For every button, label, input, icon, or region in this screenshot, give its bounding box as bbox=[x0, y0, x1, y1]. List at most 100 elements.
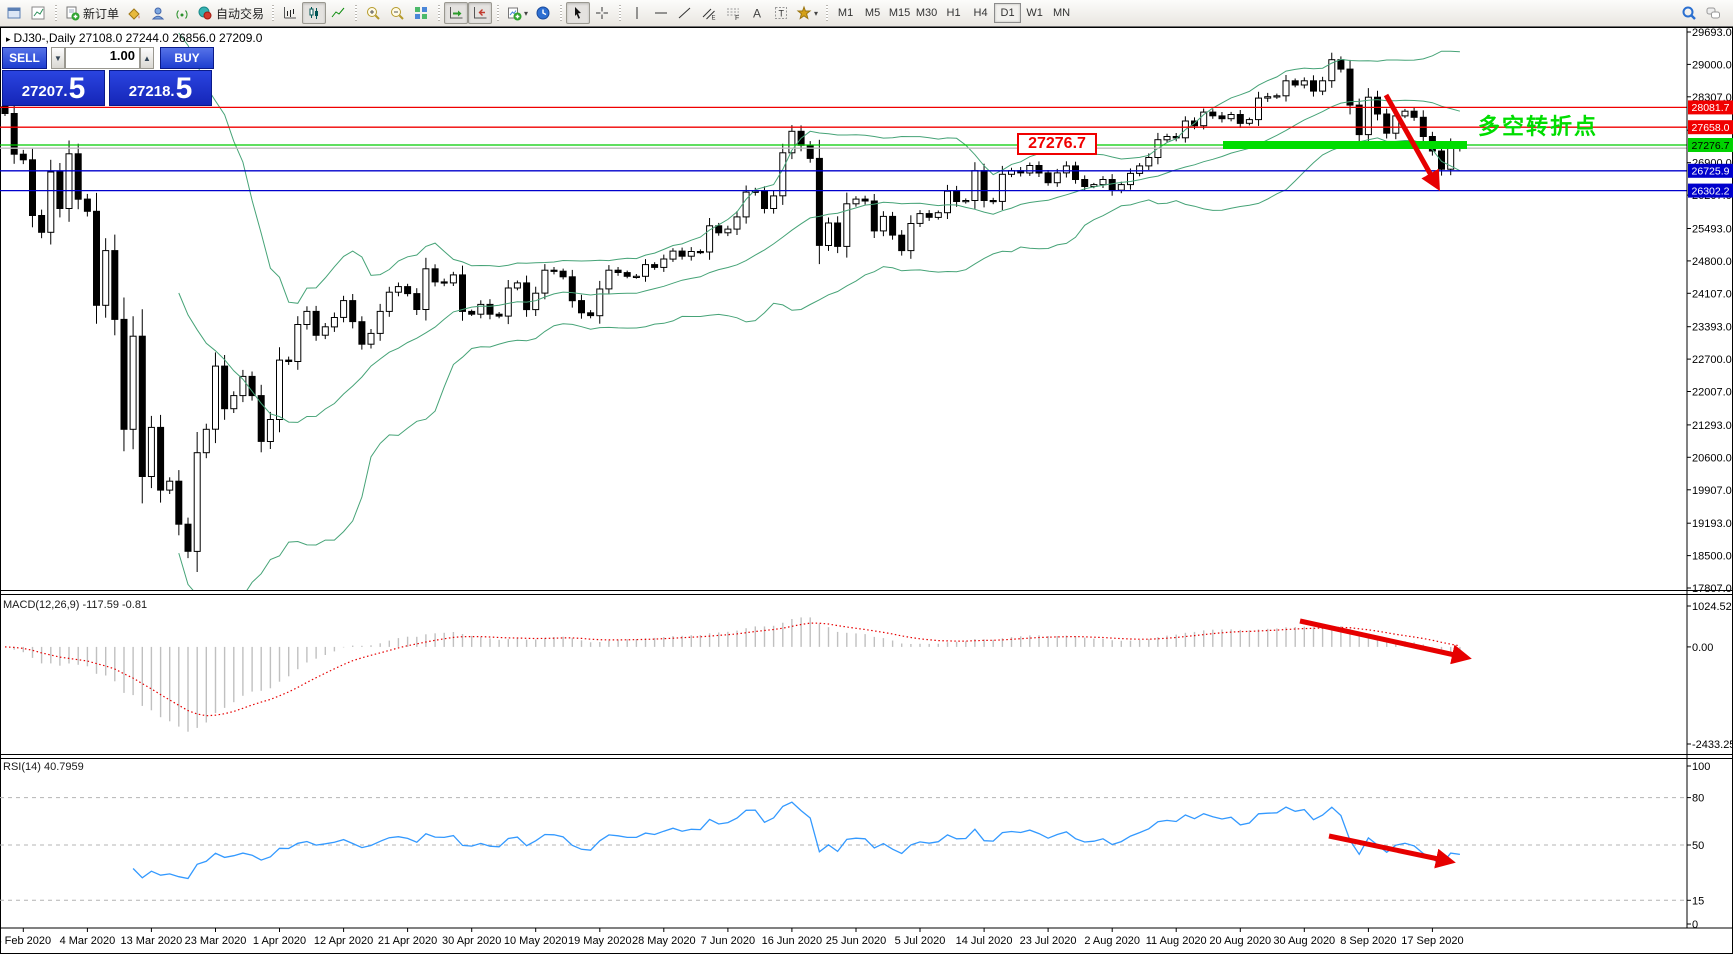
svg-text:26302.2: 26302.2 bbox=[1692, 185, 1730, 197]
timeframe-button-D1[interactable]: D1 bbox=[994, 3, 1022, 23]
text-icon[interactable]: A bbox=[745, 2, 769, 24]
autotrading-button-label: 自动交易 bbox=[216, 6, 265, 21]
cursor-icon[interactable] bbox=[566, 2, 591, 24]
svg-text:13 Mar 2020: 13 Mar 2020 bbox=[121, 935, 183, 947]
svg-text:12 Apr 2020: 12 Apr 2020 bbox=[314, 935, 373, 947]
auto-scroll-icon[interactable] bbox=[444, 2, 469, 24]
svg-text:23 Jul 2020: 23 Jul 2020 bbox=[1020, 935, 1077, 947]
line-chart-icon[interactable] bbox=[326, 2, 350, 24]
horizontal-level-lines bbox=[0, 106, 1687, 192]
text-label-icon[interactable]: T bbox=[769, 2, 793, 24]
rsi-line bbox=[132, 801, 1460, 880]
new-order-button[interactable]: 新订单 bbox=[61, 2, 122, 24]
svg-text:24107.0: 24107.0 bbox=[1692, 288, 1732, 300]
svg-text:7 Jun 2020: 7 Jun 2020 bbox=[701, 935, 755, 947]
svg-text:19 May 2020: 19 May 2020 bbox=[568, 935, 632, 947]
vertical-line-icon[interactable] bbox=[625, 2, 649, 24]
timeframe-button-MN[interactable]: MN bbox=[1053, 7, 1071, 19]
svg-text:23 Mar 2020: 23 Mar 2020 bbox=[185, 935, 247, 947]
svg-text:23393.0: 23393.0 bbox=[1692, 322, 1732, 334]
volume-input[interactable]: 1.00 bbox=[65, 47, 140, 69]
svg-text:27276.7: 27276.7 bbox=[1692, 140, 1730, 152]
candles-group bbox=[1, 52, 1464, 572]
chart-title: ▸ DJ30-,Daily 27108.0 27244.0 26856.0 272… bbox=[6, 31, 262, 45]
collapse-arrow-icon[interactable]: ▸ bbox=[6, 34, 11, 44]
svg-text:F: F bbox=[735, 15, 739, 21]
timeframe-button-W1[interactable]: W1 bbox=[1026, 7, 1043, 19]
chat-icon[interactable] bbox=[1701, 2, 1725, 24]
chart-window-icon[interactable] bbox=[2, 2, 26, 24]
svg-text:T: T bbox=[779, 9, 785, 19]
sell-price-display[interactable]: 27207. 5 bbox=[2, 70, 105, 106]
timeframe-button-M30[interactable]: M30 bbox=[915, 7, 938, 19]
bollinger-upper-line bbox=[178, 32, 1460, 304]
styler-icon[interactable] bbox=[122, 2, 146, 24]
macd-histogram bbox=[13, 617, 1461, 732]
svg-text:80: 80 bbox=[1692, 793, 1704, 805]
svg-text:30 Apr 2020: 30 Apr 2020 bbox=[442, 935, 501, 947]
tick-chart-icon[interactable] bbox=[26, 2, 50, 24]
svg-text:E: E bbox=[712, 16, 716, 22]
volume-decrease-button[interactable]: ▼ bbox=[51, 47, 65, 69]
signals-icon[interactable] bbox=[170, 2, 194, 24]
sell-price-big-digit: 5 bbox=[68, 72, 86, 105]
one-click-trade-panel: SELL ▼ 1.00 ▲ BUY 27207. 5 27218. 5 bbox=[2, 47, 214, 106]
tile-windows-icon[interactable] bbox=[409, 2, 433, 24]
autotrading-button[interactable]: 自动交易 bbox=[194, 2, 267, 24]
toolbar-separator bbox=[351, 3, 361, 23]
svg-text:0: 0 bbox=[1692, 919, 1698, 931]
macd-indicator-label: MACD(12,26,9) -117.59 -0.81 bbox=[3, 599, 148, 611]
trendline-icon[interactable] bbox=[673, 2, 697, 24]
svg-text:8 Sep 2020: 8 Sep 2020 bbox=[1340, 935, 1396, 947]
svg-text:26725.9: 26725.9 bbox=[1692, 166, 1730, 178]
svg-text:1 Apr 2020: 1 Apr 2020 bbox=[253, 935, 306, 947]
bollinger-bands bbox=[178, 32, 1461, 590]
timeframe-button-H4[interactable]: H4 bbox=[973, 7, 988, 19]
price-level-callout[interactable]: 27276.7 bbox=[1017, 133, 1097, 155]
new-chart-icon[interactable]: ▾ bbox=[503, 2, 531, 24]
svg-text:30 Aug 2020: 30 Aug 2020 bbox=[1273, 935, 1335, 947]
timeframe-button-M1[interactable]: M1 bbox=[837, 7, 854, 19]
buy-price-big-digit: 5 bbox=[175, 72, 193, 105]
chart-shift-icon[interactable] bbox=[468, 2, 493, 24]
arrows-icon[interactable]: ▾ bbox=[793, 2, 821, 24]
candlestick-chart-icon[interactable] bbox=[302, 2, 327, 24]
dropdown-caret-icon[interactable]: ▾ bbox=[814, 8, 819, 18]
buy-price-main: 27218. bbox=[128, 83, 175, 100]
timeframe-button-M15[interactable]: M15 bbox=[888, 7, 911, 19]
svg-text:29693.0: 29693.0 bbox=[1692, 27, 1732, 39]
svg-text:2 Aug 2020: 2 Aug 2020 bbox=[1084, 935, 1140, 947]
crosshair-icon[interactable] bbox=[590, 2, 614, 24]
toolbar-right-group bbox=[1677, 2, 1731, 24]
svg-text:22700.0: 22700.0 bbox=[1692, 354, 1732, 366]
rsi-levels bbox=[0, 797, 1687, 901]
sell-button[interactable]: SELL bbox=[2, 47, 47, 69]
rsi-indicator-label: RSI(14) 40.7959 bbox=[3, 761, 84, 773]
horizontal-line-icon[interactable] bbox=[649, 2, 673, 24]
svg-text:-2433.25: -2433.25 bbox=[1692, 739, 1733, 751]
zoom-in-icon[interactable] bbox=[361, 2, 385, 24]
chart-ohlc-text: DJ30-,Daily 27108.0 27244.0 26856.0 2720… bbox=[13, 31, 263, 45]
volume-increase-button[interactable]: ▲ bbox=[140, 47, 154, 69]
zoom-out-icon[interactable] bbox=[385, 2, 409, 24]
bar-chart-icon[interactable] bbox=[278, 2, 302, 24]
timeframe-button-M5[interactable]: M5 bbox=[864, 7, 881, 19]
clock-icon[interactable] bbox=[531, 2, 555, 24]
timeframe-button-H1[interactable]: H1 bbox=[946, 7, 961, 19]
turning-point-annotation[interactable]: 多空转折点 bbox=[1478, 114, 1599, 139]
sell-price-main: 27207. bbox=[21, 83, 68, 100]
svg-text:15: 15 bbox=[1692, 895, 1704, 907]
equidistant-channel-icon[interactable]: E bbox=[697, 2, 721, 24]
search-icon[interactable] bbox=[1677, 2, 1701, 24]
svg-text:16 Jun 2020: 16 Jun 2020 bbox=[762, 935, 823, 947]
fibonacci-icon[interactable]: F bbox=[721, 2, 745, 24]
buy-price-display[interactable]: 27218. 5 bbox=[109, 70, 212, 106]
toolbar-separator bbox=[556, 3, 566, 23]
svg-text:19907.0: 19907.0 bbox=[1692, 485, 1732, 497]
dropdown-caret-icon[interactable]: ▾ bbox=[524, 8, 529, 18]
buy-button[interactable]: BUY bbox=[160, 47, 214, 69]
svg-text:11 Aug 2020: 11 Aug 2020 bbox=[1146, 935, 1207, 947]
profile-icon[interactable] bbox=[146, 2, 170, 24]
